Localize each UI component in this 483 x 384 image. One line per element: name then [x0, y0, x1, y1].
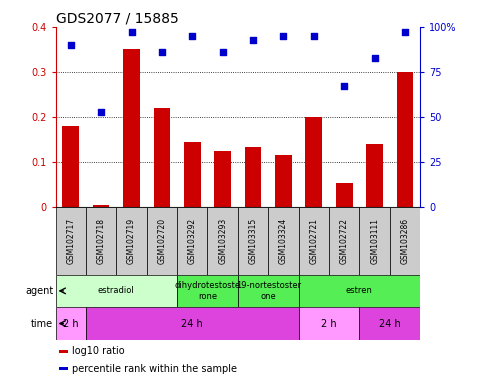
Bar [56, 275, 177, 307]
Text: 19-nortestoster
one: 19-nortestoster one [236, 281, 301, 301]
Point [280, 33, 287, 39]
Bar [298, 207, 329, 275]
Text: 2 h: 2 h [321, 318, 337, 329]
Bar [177, 275, 238, 307]
Text: GSM103293: GSM103293 [218, 218, 227, 264]
Bar [154, 108, 170, 207]
Text: log10 ratio: log10 ratio [72, 346, 125, 356]
Point [371, 55, 379, 61]
Point [128, 29, 135, 35]
Text: agent: agent [25, 286, 53, 296]
Text: GSM103315: GSM103315 [249, 218, 257, 264]
Text: 24 h: 24 h [182, 318, 203, 329]
Bar [298, 275, 420, 307]
Point [158, 49, 166, 55]
Bar [56, 307, 86, 340]
Bar [116, 207, 147, 275]
Bar [59, 367, 68, 370]
Bar [214, 151, 231, 207]
Bar [86, 207, 116, 275]
Point [401, 29, 409, 35]
Point [97, 109, 105, 115]
Bar [93, 205, 110, 207]
Text: GSM103286: GSM103286 [400, 218, 410, 264]
Text: GSM102717: GSM102717 [66, 218, 75, 264]
Text: GSM102719: GSM102719 [127, 218, 136, 264]
Point [249, 36, 257, 43]
Bar [390, 207, 420, 275]
Bar [86, 307, 298, 340]
Text: GSM103324: GSM103324 [279, 218, 288, 264]
Bar [208, 207, 238, 275]
Bar [397, 72, 413, 207]
Text: estren: estren [346, 286, 373, 295]
Text: GSM102721: GSM102721 [309, 218, 318, 264]
Text: percentile rank within the sample: percentile rank within the sample [72, 364, 237, 374]
Text: dihydrotestoste
rone: dihydrotestoste rone [174, 281, 241, 301]
Bar [147, 207, 177, 275]
Text: GSM102718: GSM102718 [97, 218, 106, 264]
Bar [366, 144, 383, 207]
Text: time: time [31, 318, 53, 329]
Bar [184, 142, 200, 207]
Point [67, 42, 74, 48]
Bar [59, 350, 68, 353]
Point [341, 83, 348, 89]
Bar [56, 207, 86, 275]
Bar [329, 207, 359, 275]
Point [219, 49, 227, 55]
Bar [298, 307, 359, 340]
Bar [305, 117, 322, 207]
Bar [123, 50, 140, 207]
Text: GSM103111: GSM103111 [370, 218, 379, 264]
Text: GSM102720: GSM102720 [157, 218, 167, 264]
Bar [336, 182, 353, 207]
Point [310, 33, 318, 39]
Bar [177, 207, 208, 275]
Text: GSM103292: GSM103292 [188, 218, 197, 264]
Bar [359, 207, 390, 275]
Text: GDS2077 / 15885: GDS2077 / 15885 [56, 12, 178, 26]
Bar [275, 155, 292, 207]
Bar [238, 207, 268, 275]
Bar [359, 307, 420, 340]
Point [188, 33, 196, 39]
Bar [245, 147, 261, 207]
Text: 24 h: 24 h [379, 318, 401, 329]
Text: GSM102722: GSM102722 [340, 218, 349, 264]
Bar [268, 207, 298, 275]
Text: 2 h: 2 h [63, 318, 79, 329]
Bar [238, 275, 298, 307]
Bar [62, 126, 79, 207]
Text: estradiol: estradiol [98, 286, 135, 295]
